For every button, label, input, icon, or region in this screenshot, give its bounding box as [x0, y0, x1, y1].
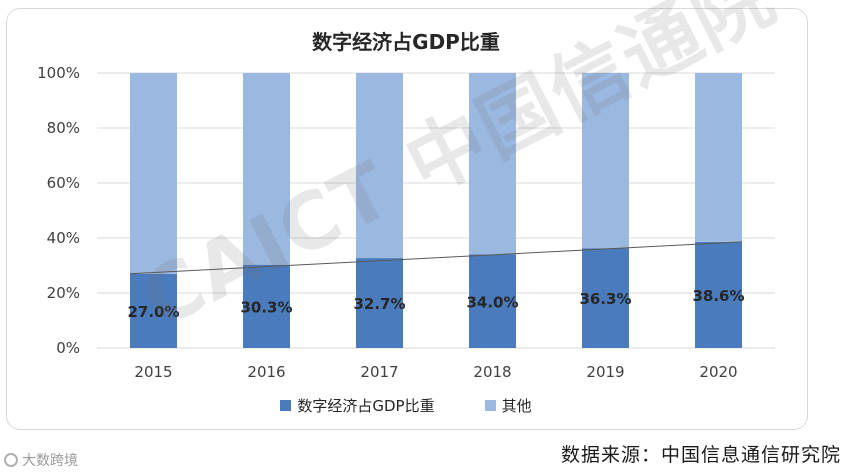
- y-tick-label: 40%: [47, 229, 80, 247]
- legend-item-digital[interactable]: 数字经济占GDP比重: [280, 395, 435, 416]
- legend-label-digital: 数字经济占GDP比重: [297, 397, 435, 415]
- bar-segment-digital: [695, 241, 742, 348]
- legend-swatch-digital: [280, 400, 292, 411]
- y-tick-label: 20%: [47, 284, 80, 302]
- y-tick-label: 80%: [47, 119, 80, 137]
- bar-segment-digital: [243, 264, 290, 348]
- legend-swatch-other: [484, 400, 496, 411]
- legend-item-other[interactable]: 其他: [484, 395, 532, 416]
- data-source: 数据来源：中国信息通信研究院: [560, 444, 841, 466]
- data-label: 36.3%: [579, 290, 631, 308]
- y-tick-label: 100%: [37, 64, 80, 82]
- bar-segment-other: [243, 73, 290, 265]
- bar-segment-digital: [582, 248, 629, 348]
- chart-title: 数字经济占GDP比重: [312, 30, 500, 54]
- legend-label-other: 其他: [501, 397, 532, 415]
- bar-segment-other: [695, 73, 742, 242]
- bar-segment-other: [130, 73, 177, 274]
- y-tick-label: 60%: [47, 174, 80, 192]
- x-tick-label: 2019: [586, 363, 624, 381]
- bar-segment-other: [356, 73, 403, 259]
- bar-segment-digital: [356, 258, 403, 348]
- bar-segment-digital: [130, 273, 177, 348]
- x-tick-label: 2017: [360, 363, 398, 381]
- y-tick-label: 0%: [56, 339, 80, 357]
- x-tick-label: 2018: [473, 363, 511, 381]
- data-label: 27.0%: [127, 303, 179, 321]
- bar-segment-digital: [469, 254, 516, 348]
- data-label: 30.3%: [240, 298, 292, 316]
- brand-label: 大数跨境: [22, 453, 78, 469]
- x-tick-label: 2015: [134, 363, 172, 381]
- brand-logo: 大数跨境: [4, 450, 78, 470]
- bar-segment-other: [582, 73, 629, 249]
- trend-line: [129, 241, 743, 275]
- data-label: 38.6%: [692, 287, 744, 305]
- x-tick-label: 2020: [699, 363, 737, 381]
- x-tick-label: 2016: [247, 363, 285, 381]
- brand-icon: [4, 453, 18, 467]
- bar-segment-other: [469, 73, 516, 255]
- data-label: 32.7%: [353, 295, 405, 313]
- data-label: 34.0%: [466, 293, 518, 311]
- chart-legend: 数字经济占GDP比重 其他: [0, 395, 812, 416]
